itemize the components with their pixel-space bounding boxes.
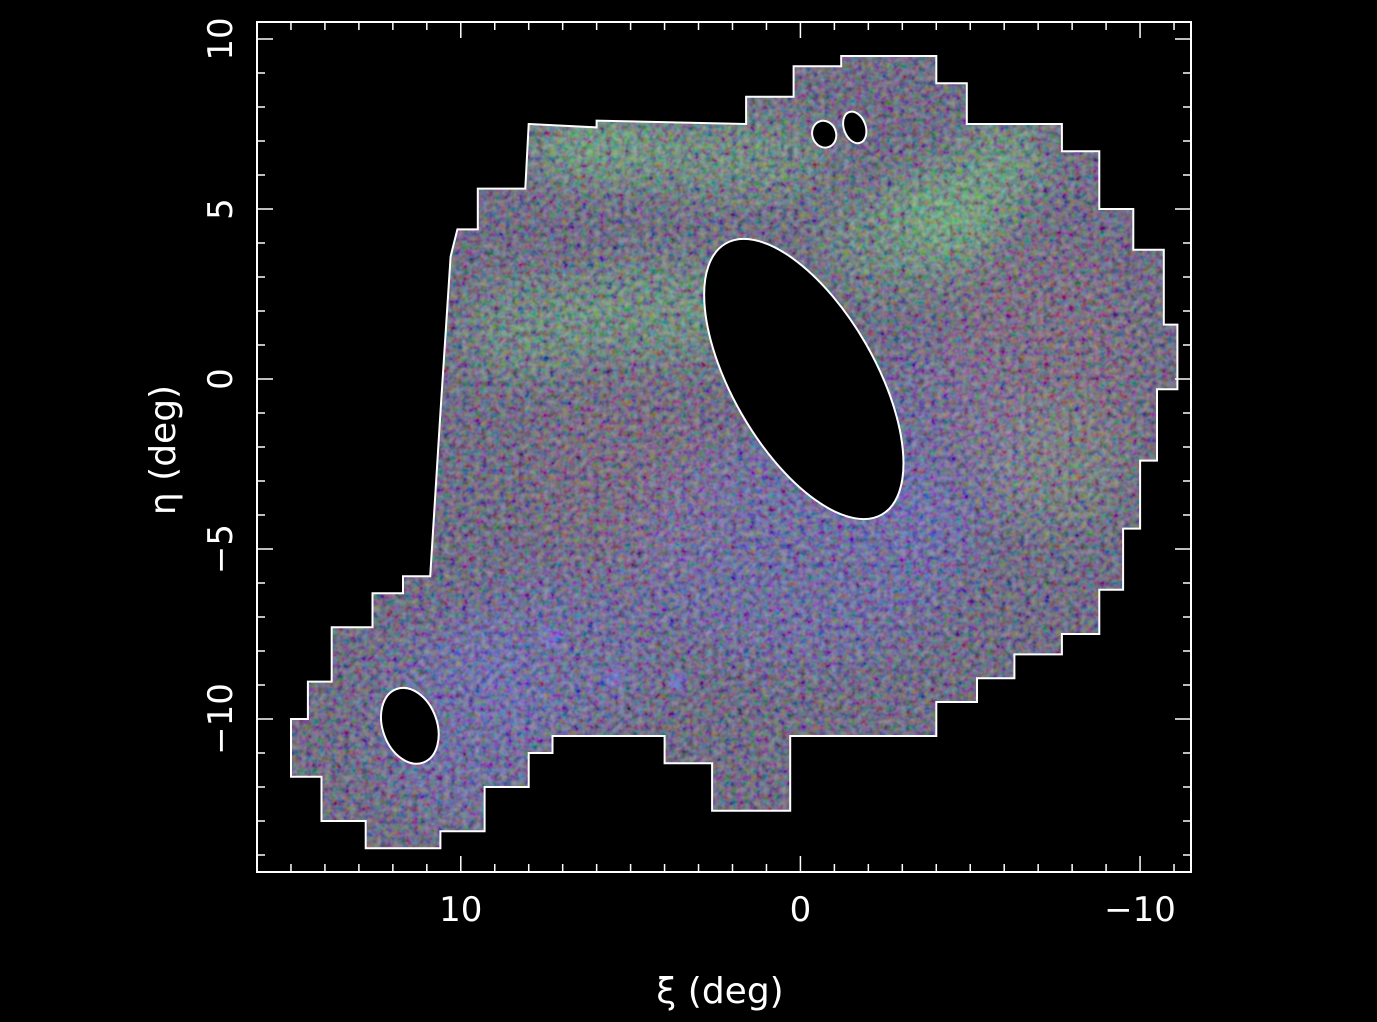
masked-region-1	[703, 237, 905, 521]
y-tick-label: 10	[201, 17, 241, 60]
masked-region-3	[811, 119, 838, 149]
x-axis-label: ξ (deg)	[656, 971, 783, 1012]
y-axis-label: η (deg)	[143, 385, 184, 515]
survey-footprint-outline	[290, 55, 1179, 850]
y-tick-label: −10	[201, 683, 241, 755]
axis-tick-labels: 10 0 −10 10 5 0 −5 −10	[201, 17, 1176, 930]
y-tick-label: −5	[201, 524, 241, 574]
masked-region-2	[380, 686, 440, 765]
axis-ticks	[256, 22, 1191, 872]
y-tick-label: 5	[201, 198, 241, 220]
y-tick-label: 0	[201, 368, 241, 390]
x-tick-label: −10	[1104, 890, 1176, 930]
masked-regions	[380, 110, 905, 765]
x-tick-label: 0	[790, 890, 812, 930]
masked-region-4	[842, 110, 868, 145]
x-tick-label: 10	[439, 890, 482, 930]
